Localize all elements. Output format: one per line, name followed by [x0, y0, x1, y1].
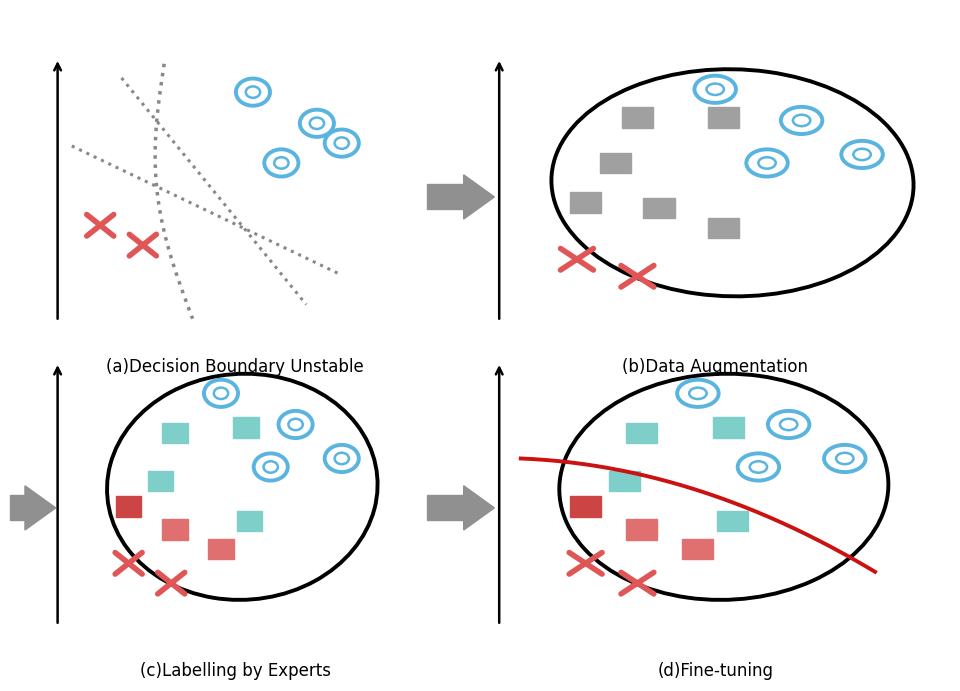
Bar — [708, 218, 739, 238]
Polygon shape — [10, 495, 25, 520]
Bar — [236, 511, 262, 531]
Bar — [626, 423, 658, 443]
Polygon shape — [427, 184, 464, 209]
Bar — [116, 496, 141, 517]
Bar — [717, 511, 748, 531]
Bar — [643, 198, 675, 218]
Polygon shape — [25, 486, 56, 530]
Text: (c)Labelling by Experts: (c)Labelling by Experts — [140, 663, 330, 681]
Bar — [570, 496, 601, 517]
Polygon shape — [464, 486, 494, 530]
Bar — [570, 192, 601, 213]
Bar — [626, 519, 658, 540]
Bar — [233, 417, 258, 437]
Text: (d)Fine-tuning: (d)Fine-tuning — [658, 663, 773, 681]
Bar — [600, 153, 632, 173]
Bar — [708, 107, 739, 128]
Bar — [712, 417, 744, 437]
Bar — [162, 423, 187, 443]
Bar — [208, 539, 234, 559]
Bar — [622, 107, 653, 128]
Bar — [148, 471, 174, 491]
Text: ⓘクリックで拡大画像を表示します。: ⓘクリックで拡大画像を表示します。 — [657, 670, 783, 683]
Bar — [609, 471, 640, 491]
Bar — [162, 519, 187, 540]
Text: (b)Data Augmentation: (b)Data Augmentation — [622, 359, 808, 377]
Bar — [683, 539, 713, 559]
Polygon shape — [427, 495, 464, 520]
Polygon shape — [464, 175, 494, 219]
Text: (a)Decision Boundary Unstable: (a)Decision Boundary Unstable — [107, 359, 364, 377]
